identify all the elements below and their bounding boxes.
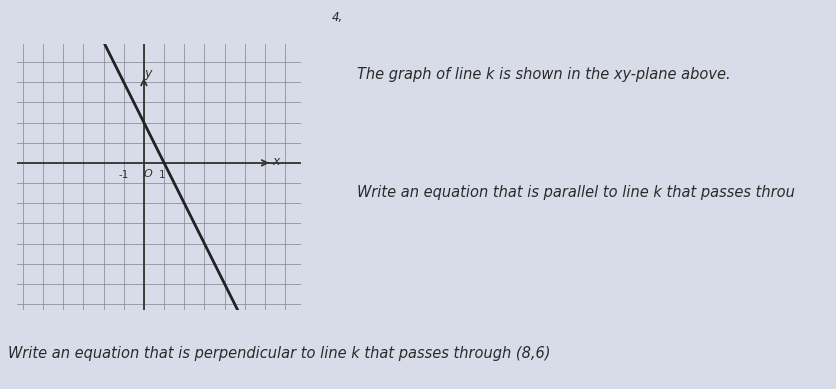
Text: 4,: 4,	[331, 11, 343, 24]
Text: -1: -1	[119, 170, 129, 180]
Text: Write an equation that is parallel to line k that passes throu: Write an equation that is parallel to li…	[357, 185, 794, 200]
Text: y: y	[144, 67, 151, 80]
Text: The graph of line k is shown in the xy-plane above.: The graph of line k is shown in the xy-p…	[357, 67, 730, 82]
Text: Write an equation that is perpendicular to line k that passes through (8,6): Write an equation that is perpendicular …	[8, 346, 550, 361]
Text: O: O	[144, 169, 152, 179]
Text: x: x	[272, 155, 279, 168]
Text: 1: 1	[159, 170, 166, 180]
